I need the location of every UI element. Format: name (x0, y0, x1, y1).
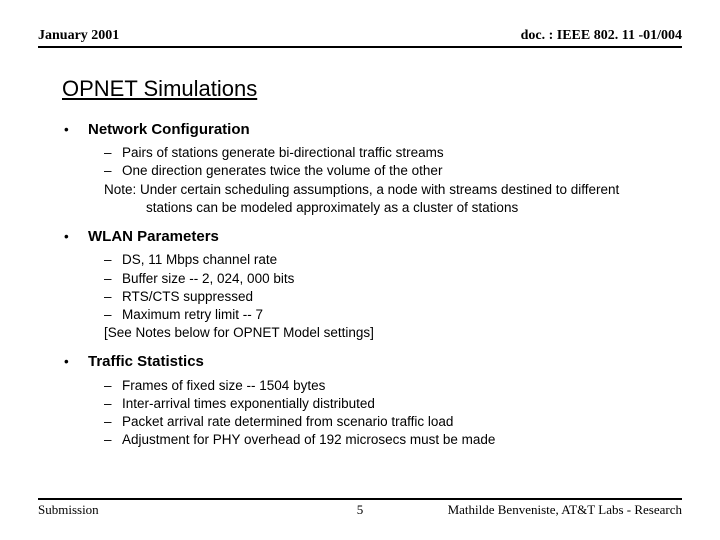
list-item: Packet arrival rate determined from scen… (122, 413, 453, 431)
dash-icon: – (104, 413, 122, 431)
section-heading: Network Configuration (88, 120, 250, 140)
section-trailer: [See Notes below for OPNET Model setting… (104, 324, 658, 342)
footer-left: Submission (38, 502, 99, 518)
section-network-config: • Network Configuration –Pairs of statio… (62, 120, 658, 217)
dash-icon: – (104, 251, 122, 269)
bullet-icon: • (62, 353, 88, 371)
slide-content: • Network Configuration –Pairs of statio… (38, 120, 682, 450)
list-item: Frames of fixed size -- 1504 bytes (122, 377, 325, 395)
footer-right: Mathilde Benveniste, AT&T Labs - Researc… (448, 502, 682, 518)
list-item: Maximum retry limit -- 7 (122, 306, 263, 324)
list-item: Pairs of stations generate bi-directiona… (122, 144, 444, 162)
section-heading: WLAN Parameters (88, 227, 219, 247)
section-wlan-params: • WLAN Parameters –DS, 11 Mbps channel r… (62, 227, 658, 342)
list-item: One direction generates twice the volume… (122, 162, 442, 180)
section-note: Note: Under certain scheduling assumptio… (104, 181, 658, 217)
footer-page-number: 5 (357, 502, 364, 518)
dash-icon: – (104, 270, 122, 288)
dash-icon: – (104, 306, 122, 324)
list-item: Buffer size -- 2, 024, 000 bits (122, 270, 294, 288)
dash-icon: – (104, 377, 122, 395)
dash-icon: – (104, 288, 122, 306)
dash-icon: – (104, 162, 122, 180)
dash-icon: – (104, 431, 122, 449)
bullet-icon: • (62, 228, 88, 246)
list-item: DS, 11 Mbps channel rate (122, 251, 277, 269)
header-doc: doc. : IEEE 802. 11 -01/004 (521, 28, 682, 44)
slide-title: OPNET Simulations (62, 76, 682, 102)
list-item: RTS/CTS suppressed (122, 288, 253, 306)
section-heading: Traffic Statistics (88, 352, 204, 372)
section-traffic-stats: • Traffic Statistics –Frames of fixed si… (62, 352, 658, 449)
header-date: January 2001 (38, 28, 119, 44)
dash-icon: – (104, 395, 122, 413)
slide-header: January 2001 doc. : IEEE 802. 11 -01/004 (38, 28, 682, 48)
slide-footer: Submission 5 Mathilde Benveniste, AT&T L… (38, 498, 682, 518)
dash-icon: – (104, 144, 122, 162)
list-item: Inter-arrival times exponentially distri… (122, 395, 375, 413)
bullet-icon: • (62, 121, 88, 139)
list-item: Adjustment for PHY overhead of 192 micro… (122, 431, 495, 449)
